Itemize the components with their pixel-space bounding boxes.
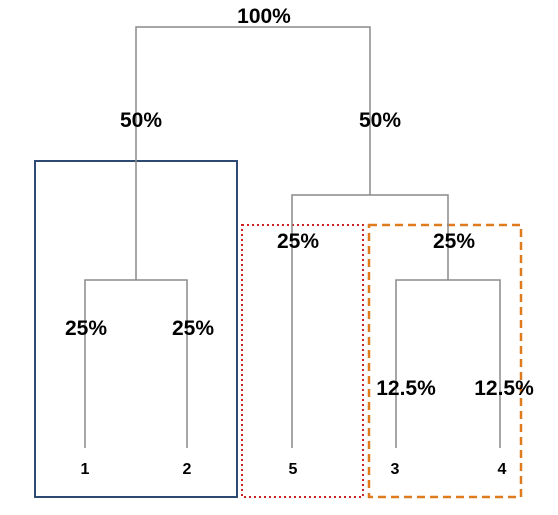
leaf-5: 5 <box>289 461 298 478</box>
group-box-dotted <box>241 224 364 498</box>
root-label: 100% <box>237 5 291 28</box>
sub-right-label: 12.5% <box>474 377 534 400</box>
left-branch <box>84 160 188 448</box>
group-box-dashed <box>367 223 523 499</box>
level1-right-label: 50% <box>359 109 401 132</box>
sub-left-label: 12.5% <box>376 377 436 400</box>
leaf-3: 3 <box>391 461 400 478</box>
leaf-2: 2 <box>183 461 192 478</box>
level1-left-label: 50% <box>120 109 162 132</box>
right-branch <box>291 194 449 448</box>
right-group-left-label: 25% <box>277 230 319 253</box>
leaf-4: 4 <box>498 461 507 478</box>
left-group-right-label: 25% <box>172 317 214 340</box>
sub-branch <box>395 279 501 448</box>
leaf-1: 1 <box>81 461 90 478</box>
root-branch <box>135 26 371 195</box>
right-group-right-label: 25% <box>433 230 475 253</box>
left-group-left-label: 25% <box>65 317 107 340</box>
